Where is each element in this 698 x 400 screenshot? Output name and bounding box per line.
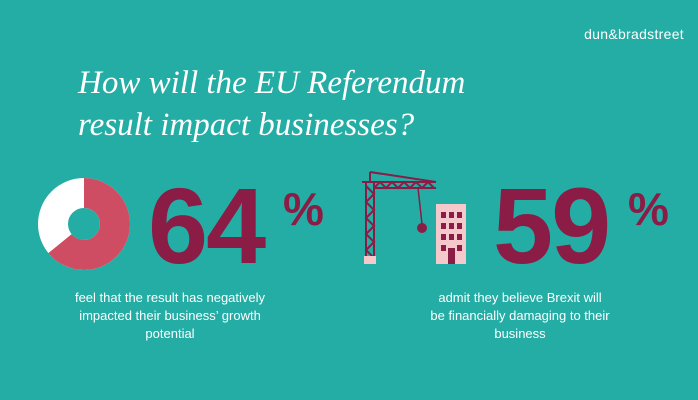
stat-unit-1: % <box>283 183 324 235</box>
stat-caption-1: feel that the result has negatively impa… <box>40 289 300 343</box>
donut-chart-icon <box>38 178 130 270</box>
caption-line: impacted their business’ growth <box>79 308 261 323</box>
caption-line: admit they believe Brexit will <box>438 290 602 305</box>
headline-line-2: result impact businesses? <box>78 107 415 143</box>
caption-line: feel that the result has negatively <box>74 290 266 305</box>
caption-line: business <box>494 326 546 341</box>
brand-logo: dun&bradstreet <box>584 26 684 42</box>
stat-value-2: 59 <box>493 165 611 286</box>
caption-line: be financially damaging to their <box>430 308 610 323</box>
stat-value-1: 64 <box>148 165 266 286</box>
stat-caption-2: admit they believe Brexit will be financ… <box>390 289 650 343</box>
donut-filled-segment <box>38 178 130 270</box>
headline: How will the EU Referendum result impact… <box>78 62 465 146</box>
stat-unit-2: % <box>628 183 669 235</box>
headline-line-1: How will the EU Referendum <box>78 65 466 101</box>
crane-building-icon <box>362 171 466 264</box>
caption-line: potential <box>145 326 195 341</box>
